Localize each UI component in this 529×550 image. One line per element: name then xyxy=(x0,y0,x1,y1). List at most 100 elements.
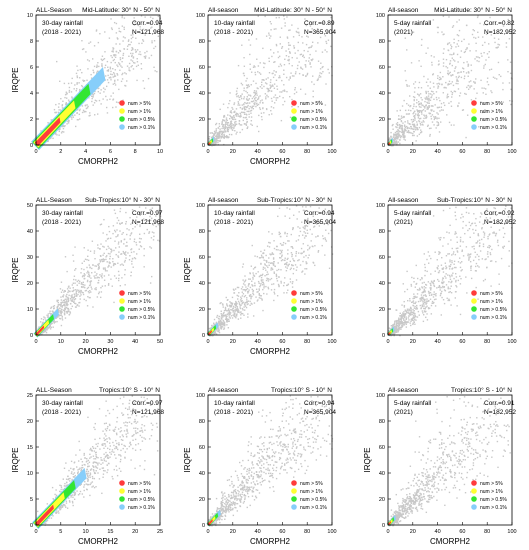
scatter-point xyxy=(63,125,65,128)
scatter-point xyxy=(431,293,433,296)
scatter-point xyxy=(430,105,433,107)
scatter-point xyxy=(272,85,274,87)
scatter-point xyxy=(449,224,451,227)
scatter-point xyxy=(115,32,118,34)
scatter-point xyxy=(238,104,241,106)
scatter-point xyxy=(212,143,215,146)
scatter-point xyxy=(270,85,272,88)
scatter-point xyxy=(423,294,425,297)
scatter-point xyxy=(241,107,244,110)
scatter-point xyxy=(470,267,472,269)
scatter-point xyxy=(127,40,130,42)
scatter-point xyxy=(305,261,307,263)
scatter-point xyxy=(215,138,217,140)
scatter-point xyxy=(107,252,110,255)
scatter-point xyxy=(271,268,274,271)
scatter-point xyxy=(470,277,473,280)
scatter-point xyxy=(79,118,81,120)
scatter-point xyxy=(240,314,242,316)
scatter-point xyxy=(476,60,478,62)
scatter-point xyxy=(260,280,263,282)
scatter-point xyxy=(114,212,117,215)
scatter-point xyxy=(435,293,437,295)
scatter-point xyxy=(243,103,245,105)
scatter-point xyxy=(59,309,61,312)
scatter-point xyxy=(436,259,438,261)
scatter-point xyxy=(103,252,105,255)
scatter-point xyxy=(63,291,65,293)
legend: num > 5%num > 1%num > 0.5%num > 0.1% xyxy=(471,100,507,131)
scatter-point xyxy=(89,296,91,299)
panel-title-right: Mid-Latitude: 30° N - 50° N xyxy=(254,6,332,14)
scatter-point xyxy=(246,303,249,306)
scatter-point xyxy=(218,123,221,125)
scatter-point xyxy=(290,267,292,269)
scatter-point xyxy=(227,128,230,131)
scatter-point xyxy=(400,321,403,323)
scatter-point xyxy=(390,328,393,330)
y-tick-label: 60 xyxy=(199,255,205,261)
scatter-point xyxy=(405,316,407,318)
legend-label: num > 5% xyxy=(480,101,503,107)
scatter-point xyxy=(330,229,332,232)
legend-label: num > 0.1% xyxy=(480,125,507,131)
scatter-point xyxy=(391,332,393,335)
scatter-point xyxy=(259,257,262,259)
scatter-point xyxy=(225,316,227,318)
scatter-point xyxy=(413,295,415,298)
scatter-point xyxy=(474,81,476,84)
scatter-point xyxy=(441,267,444,270)
scatter-point xyxy=(418,133,421,136)
scatter-point xyxy=(423,288,425,290)
scatter-point xyxy=(116,235,119,237)
scatter-point xyxy=(78,290,81,293)
scatter-point xyxy=(259,285,261,288)
scatter-point xyxy=(130,41,133,43)
x-tick-label: 20 xyxy=(230,149,236,155)
scatter-point xyxy=(253,65,255,67)
scatter-point xyxy=(135,244,138,246)
scatter-point xyxy=(89,41,92,43)
scatter-point xyxy=(429,133,431,136)
scatter-point xyxy=(418,94,420,96)
scatter-point xyxy=(122,231,124,234)
scatter-point xyxy=(250,109,253,112)
scatter-point xyxy=(483,51,485,54)
scatter-point xyxy=(434,305,437,307)
scatter-point xyxy=(463,77,466,80)
scatter-point xyxy=(220,328,223,330)
scatter-point xyxy=(451,274,453,276)
scatter-point xyxy=(432,302,434,305)
legend-label: num > 5% xyxy=(128,291,151,297)
scatter-point xyxy=(92,95,94,98)
scatter-point xyxy=(244,280,247,282)
scatter-point xyxy=(227,318,230,321)
scatter-point xyxy=(485,258,487,260)
scatter-point xyxy=(446,114,448,116)
scatter-point xyxy=(111,285,113,287)
scatter-point xyxy=(90,95,93,97)
scatter-point xyxy=(256,104,259,107)
scatter-point xyxy=(79,108,81,110)
scatter-point xyxy=(430,118,433,120)
scatter-point xyxy=(219,327,222,329)
scatter-point xyxy=(117,255,119,257)
scatter-point xyxy=(217,325,220,327)
scatter-point xyxy=(252,107,255,110)
scatter-point xyxy=(418,120,420,122)
scatter-point xyxy=(215,140,217,143)
scatter-point xyxy=(275,79,278,82)
scatter-point xyxy=(445,81,447,84)
scatter-point xyxy=(453,251,455,253)
scatter-point xyxy=(75,279,77,281)
scatter-point xyxy=(224,324,226,327)
scatter-point xyxy=(423,121,425,123)
scatter-point xyxy=(476,92,478,94)
scatter-point xyxy=(233,116,235,119)
scatter-point xyxy=(242,72,245,75)
scatter-point xyxy=(270,267,273,269)
scatter-point xyxy=(400,322,403,324)
scatter-point xyxy=(453,263,455,265)
scatter-point xyxy=(289,281,292,283)
scatter-point xyxy=(416,114,419,116)
